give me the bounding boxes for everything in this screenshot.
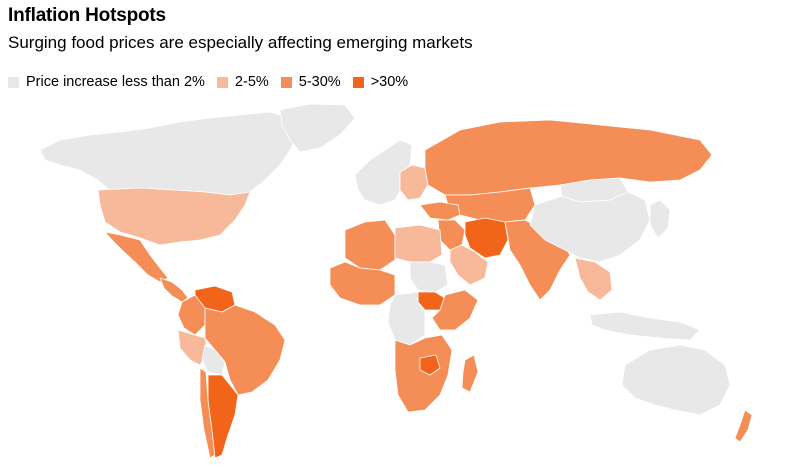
legend: Price increase less than 2% 2-5% 5-30% >… bbox=[8, 74, 420, 90]
legend-swatch-gt30 bbox=[352, 76, 364, 88]
region-zimbabwe bbox=[419, 354, 441, 376]
region-iran bbox=[464, 217, 509, 259]
region-turkey bbox=[419, 201, 461, 221]
region-central-america bbox=[159, 277, 189, 303]
legend-swatch-2-5 bbox=[216, 76, 228, 88]
legend-label-lt2: Price increase less than 2% bbox=[26, 74, 205, 90]
legend-label-gt30: >30% bbox=[370, 74, 409, 90]
region-japan-korea bbox=[649, 199, 671, 239]
region-west-africa bbox=[329, 261, 396, 306]
region-madagascar bbox=[461, 354, 479, 393]
legend-item-5-30: 5-30% bbox=[280, 74, 341, 90]
legend-label-5-30: 5-30% bbox=[298, 74, 341, 90]
region-saudi-arabia bbox=[449, 244, 489, 286]
chart-title: Inflation Hotspots bbox=[8, 5, 166, 26]
legend-swatch-lt2 bbox=[8, 76, 19, 88]
legend-label-2-5: 2-5% bbox=[234, 74, 269, 90]
region-southeast-asia bbox=[574, 257, 613, 301]
region-australia bbox=[621, 344, 731, 416]
region-north-africa bbox=[344, 219, 396, 271]
region-east-africa bbox=[431, 289, 479, 331]
region-greenland bbox=[279, 103, 356, 153]
region-china bbox=[529, 191, 651, 263]
region-europe-east bbox=[399, 164, 429, 201]
region-brazil bbox=[204, 304, 286, 396]
region-southern-africa bbox=[394, 334, 453, 413]
region-new-zealand bbox=[734, 409, 753, 443]
region-usa bbox=[97, 187, 251, 246]
region-north-america bbox=[39, 111, 301, 196]
legend-item-lt2: Price increase less than 2% bbox=[8, 74, 205, 90]
region-egypt-libya bbox=[394, 224, 443, 263]
region-colombia bbox=[177, 294, 206, 336]
chart-subtitle: Surging food prices are especially affec… bbox=[8, 33, 473, 52]
region-sudan bbox=[409, 261, 449, 293]
legend-item-2-5: 2-5% bbox=[216, 74, 269, 90]
region-central-africa bbox=[387, 291, 426, 346]
legend-item-gt30: >30% bbox=[352, 74, 409, 90]
region-argentina bbox=[207, 374, 239, 459]
legend-swatch-5-30 bbox=[280, 76, 292, 88]
world-map bbox=[39, 103, 753, 459]
region-indonesia bbox=[589, 311, 701, 341]
